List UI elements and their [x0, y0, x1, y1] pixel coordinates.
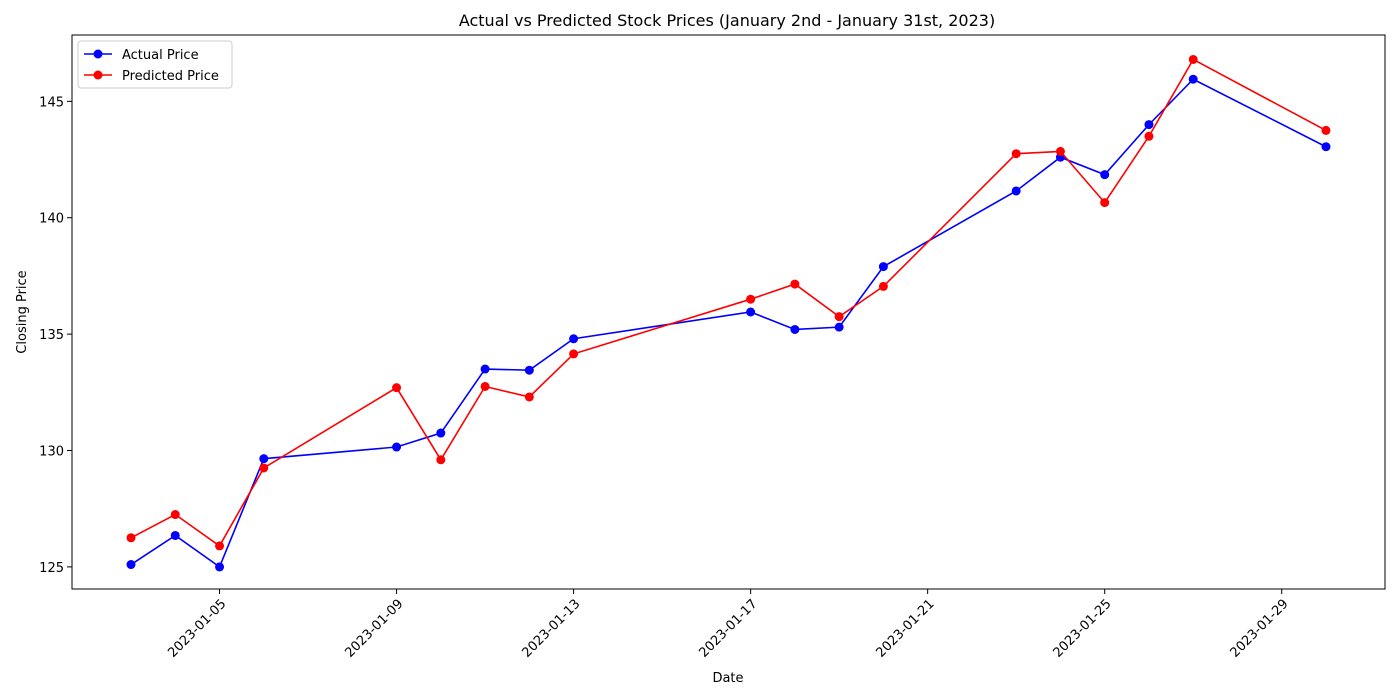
data-point-predicted-price	[746, 294, 756, 304]
legend-marker-predicted-price	[93, 70, 103, 80]
data-point-actual-price	[569, 334, 579, 344]
data-point-actual-price	[1100, 170, 1110, 180]
y-tick-label: 135	[39, 328, 64, 343]
y-tick-label: 140	[39, 212, 64, 227]
data-point-actual-price	[480, 364, 490, 374]
data-point-actual-price	[746, 307, 756, 317]
y-tick-label: 130	[39, 445, 64, 460]
series-group	[126, 54, 1331, 572]
data-point-predicted-price	[878, 281, 888, 291]
data-point-actual-price	[215, 562, 225, 572]
data-point-predicted-price	[1100, 198, 1110, 208]
data-point-predicted-price	[790, 279, 800, 289]
data-point-predicted-price	[1188, 54, 1198, 64]
data-point-actual-price	[790, 324, 800, 334]
data-point-actual-price	[524, 365, 534, 375]
y-axis-title: Closing Price	[15, 270, 30, 353]
legend: Actual Price Predicted Price	[77, 40, 233, 89]
data-point-actual-price	[1321, 142, 1331, 152]
y-tick-label: 145	[39, 95, 64, 110]
data-point-predicted-price	[436, 455, 446, 465]
data-point-predicted-price	[1055, 146, 1065, 156]
data-point-predicted-price	[259, 463, 269, 473]
data-point-predicted-price	[480, 381, 490, 391]
chart-title: Actual vs Predicted Stock Prices (Januar…	[459, 11, 995, 30]
data-point-predicted-price	[569, 349, 579, 359]
data-point-actual-price	[126, 560, 136, 570]
data-point-actual-price	[834, 322, 844, 332]
data-point-predicted-price	[524, 392, 534, 402]
data-point-actual-price	[1188, 74, 1198, 84]
data-point-predicted-price	[126, 533, 136, 543]
x-axis-title: Date	[712, 671, 743, 686]
data-point-actual-price	[1011, 186, 1021, 196]
legend-label-predicted-price: Predicted Price	[122, 69, 219, 84]
data-point-actual-price	[1144, 120, 1154, 130]
legend-box	[77, 40, 233, 89]
data-point-actual-price	[392, 442, 402, 452]
data-point-predicted-price	[1321, 125, 1331, 135]
plot-frame	[71, 34, 1386, 590]
data-point-predicted-price	[834, 312, 844, 322]
y-axis: 125 130 135 140 145	[39, 95, 72, 576]
legend-marker-actual-price	[93, 49, 103, 59]
data-point-predicted-price	[392, 383, 402, 393]
data-point-predicted-price	[1144, 131, 1154, 141]
data-point-actual-price	[259, 454, 269, 464]
data-point-predicted-price	[215, 541, 225, 551]
data-point-actual-price	[170, 530, 180, 540]
data-point-actual-price	[436, 428, 446, 438]
y-tick-label: 125	[39, 561, 64, 576]
data-point-predicted-price	[170, 510, 180, 520]
legend-label-actual-price: Actual Price	[122, 48, 199, 63]
data-point-predicted-price	[1011, 149, 1021, 159]
data-point-actual-price	[878, 262, 888, 272]
